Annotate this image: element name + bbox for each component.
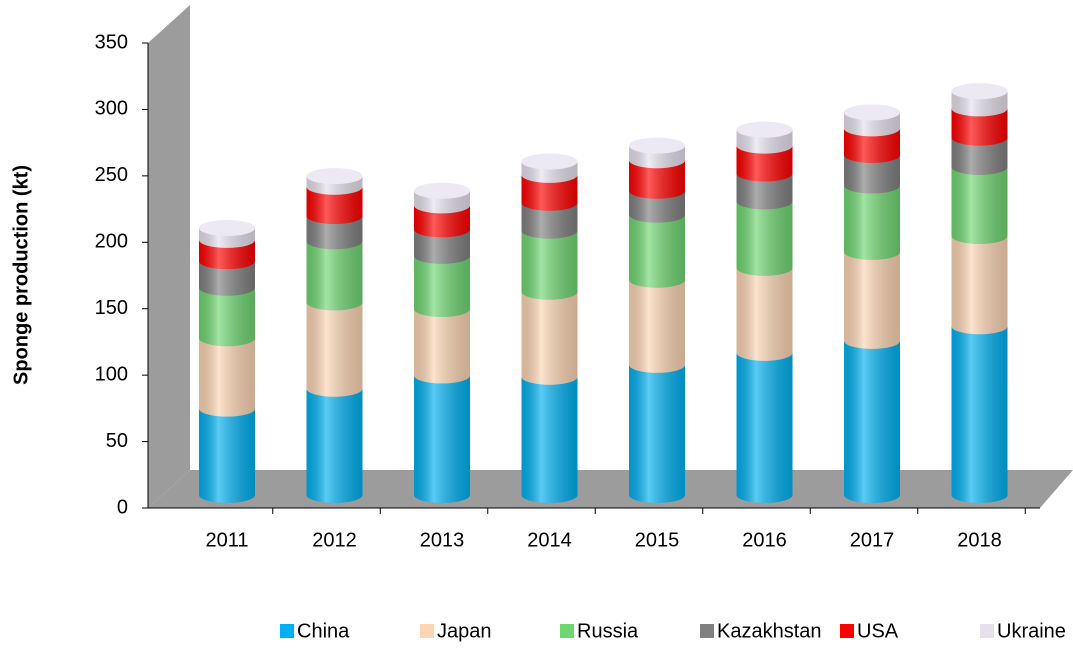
bar-segment <box>951 166 1008 244</box>
bar-segment <box>521 376 578 503</box>
y-tick-label: 300 <box>95 98 128 120</box>
bar-top <box>306 168 363 185</box>
bar-segment <box>629 214 685 288</box>
bar-segment <box>629 190 685 223</box>
bar-segment <box>844 128 900 163</box>
bar-segment <box>199 338 255 417</box>
bar-top-shade <box>199 219 255 236</box>
bar-top <box>199 219 255 236</box>
back-wall <box>148 5 190 508</box>
bar-segment <box>414 255 470 317</box>
bar-segment <box>844 251 900 349</box>
legend-swatch <box>420 624 434 638</box>
legend-swatch <box>280 624 294 638</box>
bar-segment <box>951 326 1008 503</box>
bar-top <box>844 104 900 121</box>
bar-segment <box>199 408 255 503</box>
bar-top <box>414 182 470 199</box>
bar-top <box>521 153 578 170</box>
bar-top <box>736 121 793 138</box>
x-tick-label: 2014 <box>527 529 572 551</box>
bar-segment <box>306 216 363 250</box>
bar-segment <box>736 352 793 503</box>
bar-segment <box>951 137 1008 175</box>
legend-label: Japan <box>437 620 492 642</box>
legend-swatch <box>560 624 574 638</box>
legend-swatch <box>980 624 994 638</box>
x-tick-label: 2016 <box>742 529 787 551</box>
bar-segment <box>844 340 900 503</box>
bar-segment <box>521 174 578 211</box>
y-axis-label: Sponge production (kt) <box>10 165 32 385</box>
bar-top <box>629 137 685 154</box>
bar-top-shade <box>736 121 793 138</box>
bar-segment <box>844 185 900 260</box>
bar-segment <box>306 302 363 397</box>
bar-segment <box>629 279 685 373</box>
legend-swatch <box>700 624 714 638</box>
legend-swatch <box>840 624 854 638</box>
bar-segment <box>736 201 793 276</box>
bar-segment <box>199 261 255 296</box>
bar-top-shade <box>844 104 900 121</box>
x-tick-label: 2011 <box>205 529 248 551</box>
y-tick-label: 150 <box>95 297 128 319</box>
bar-segment <box>199 287 255 347</box>
y-tick-label: 50 <box>106 430 128 452</box>
bar-segment <box>306 241 363 311</box>
bar-segment <box>306 388 363 503</box>
legend-label: Kazakhstan <box>717 620 822 642</box>
bar-segment <box>414 205 470 238</box>
legend-label: USA <box>857 620 899 642</box>
x-tick-label: 2017 <box>850 529 895 551</box>
y-tick-label: 250 <box>95 164 128 186</box>
y-tick-label: 100 <box>95 363 128 385</box>
y-tick-label: 200 <box>95 231 128 253</box>
bar-segment <box>414 229 470 264</box>
legend-label: China <box>297 620 350 642</box>
bar-segment <box>521 291 578 385</box>
legend-label: Russia <box>577 620 639 642</box>
bar-segment <box>951 235 1008 335</box>
bar-top <box>951 83 1008 100</box>
bar-top-shade <box>521 153 578 170</box>
bar-segment <box>951 108 1008 146</box>
y-tick-label: 0 <box>117 496 128 518</box>
bar-segment <box>521 202 578 239</box>
bar-segment <box>414 375 470 503</box>
bar-segment <box>736 145 793 182</box>
bar-top-shade <box>629 137 685 154</box>
legend-label: Ukraine <box>997 620 1066 642</box>
x-tick-label: 2015 <box>635 529 680 551</box>
bar-segment <box>844 154 900 194</box>
bar-top-shade <box>306 168 363 185</box>
bar-segment <box>629 364 685 503</box>
bar-segment <box>736 173 793 210</box>
bar-segment <box>414 309 470 384</box>
bar-segment <box>306 186 363 224</box>
floor <box>148 470 1073 508</box>
bar-segment <box>199 239 255 270</box>
bar-segment <box>521 230 578 300</box>
bar-segment <box>629 160 685 199</box>
bar-top-shade <box>414 182 470 199</box>
x-tick-label: 2013 <box>420 529 465 551</box>
x-tick-label: 2012 <box>312 529 357 551</box>
bar-segment <box>736 267 793 361</box>
bar-top-shade <box>951 83 1008 100</box>
y-tick-label: 350 <box>95 31 128 53</box>
x-tick-label: 2018 <box>957 529 1002 551</box>
